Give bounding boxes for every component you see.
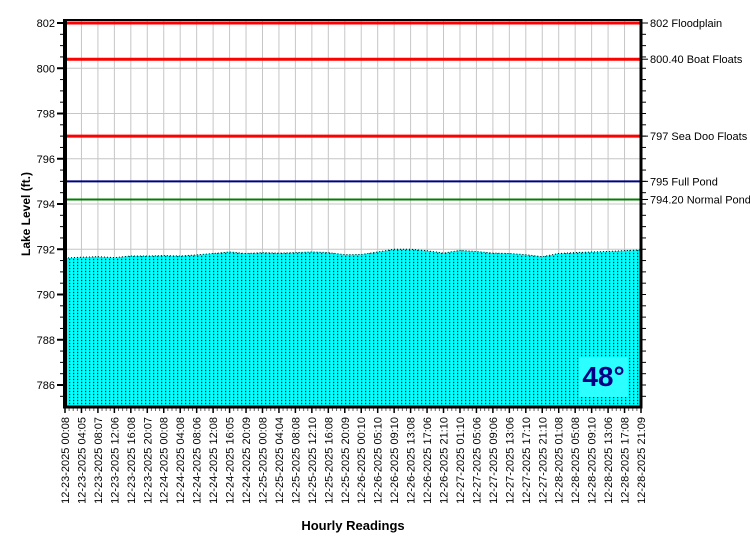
- x-tick-label: 12-27-2025 17:10: [521, 417, 533, 504]
- y-tick-label: 794: [37, 199, 55, 211]
- x-tick-label: 12-25-2025 16:08: [323, 417, 335, 504]
- y-tick-label: 792: [37, 244, 55, 256]
- x-tick-label: 12-26-2025 13:08: [406, 417, 418, 504]
- y-tick-label: 786: [37, 380, 55, 392]
- x-tick-label: 12-25-2025 08:08: [290, 417, 302, 504]
- area-top-edge: [64, 248, 642, 259]
- x-tick-label: 12-28-2025 17:08: [620, 417, 632, 504]
- x-tick-label: 12-25-2025 00:08: [258, 417, 270, 504]
- x-tick-label: 12-23-2025 20:07: [142, 417, 154, 504]
- x-axis-title: Hourly Readings: [301, 518, 405, 533]
- x-tick-label: 12-28-2025 13:06: [603, 417, 615, 504]
- y-tick-label: 798: [37, 109, 55, 121]
- x-tick-label: 12-26-2025 00:10: [356, 417, 368, 504]
- x-tick-label: 12-25-2025 20:09: [340, 417, 352, 504]
- x-tick-label: 12-26-2025 05:10: [373, 417, 385, 504]
- x-tick-label: 12-24-2025 20:09: [241, 417, 253, 504]
- x-tick-label: 12-26-2025 17:06: [422, 417, 434, 504]
- reference-line-label: 797 Sea Doo Floats: [650, 131, 748, 143]
- reference-line-label: 802 Floodplain: [650, 18, 722, 30]
- reference-line-label: 795 Full Pond: [650, 176, 718, 188]
- reference-line-label: 794.20 Normal Pond: [650, 194, 750, 206]
- x-tick-label: 12-27-2025 01:10: [455, 417, 467, 504]
- reference-line-label: 800.40 Boat Floats: [650, 54, 743, 66]
- y-tick-label: 788: [37, 335, 55, 347]
- x-tick-label: 12-24-2025 04:08: [175, 417, 187, 504]
- y-tick-label: 800: [37, 63, 55, 75]
- lake-level-area: [65, 249, 641, 407]
- x-tick-label: 12-25-2025 04:04: [274, 417, 286, 504]
- x-tick-label: 12-23-2025 08:07: [93, 417, 105, 504]
- x-tick-label: 12-27-2025 13:06: [504, 417, 516, 504]
- x-tick-label: 12-28-2025 21:09: [636, 417, 648, 504]
- x-tick-label: 12-27-2025 09:06: [488, 417, 500, 504]
- temperature-badge: 48°: [579, 357, 628, 397]
- y-tick-label: 790: [37, 290, 55, 302]
- x-tick-label: 12-23-2025 16:08: [126, 417, 138, 504]
- x-tick-label: 12-28-2025 09:10: [587, 417, 599, 504]
- x-tick-label: 12-24-2025 00:08: [159, 417, 171, 504]
- x-tick-label: 12-23-2025 12:06: [109, 417, 121, 504]
- x-tick-label: 12-23-2025 04:05: [77, 417, 89, 504]
- y-tick-label: 802: [37, 18, 55, 30]
- x-tick-label: 12-28-2025 01:08: [554, 417, 566, 504]
- x-tick-label: 12-24-2025 12:08: [208, 417, 220, 504]
- y-axis-title: Lake Level (ft.): [19, 171, 33, 257]
- x-tick-label: 12-25-2025 12:10: [307, 417, 319, 504]
- x-tick-label: 12-24-2025 16:05: [225, 417, 237, 504]
- x-tick-label: 12-23-2025 00:08: [60, 417, 72, 504]
- x-tick-label: 12-26-2025 21:10: [439, 417, 451, 504]
- y-tick-label: 796: [37, 154, 55, 166]
- x-tick-label: 12-28-2025 05:08: [570, 417, 582, 504]
- x-tick-label: 12-24-2025 08:06: [192, 417, 204, 504]
- x-tick-label: 12-27-2025 05:06: [471, 417, 483, 504]
- x-tick-label: 12-27-2025 21:10: [537, 417, 549, 504]
- x-tick-label: 12-26-2025 09:10: [389, 417, 401, 504]
